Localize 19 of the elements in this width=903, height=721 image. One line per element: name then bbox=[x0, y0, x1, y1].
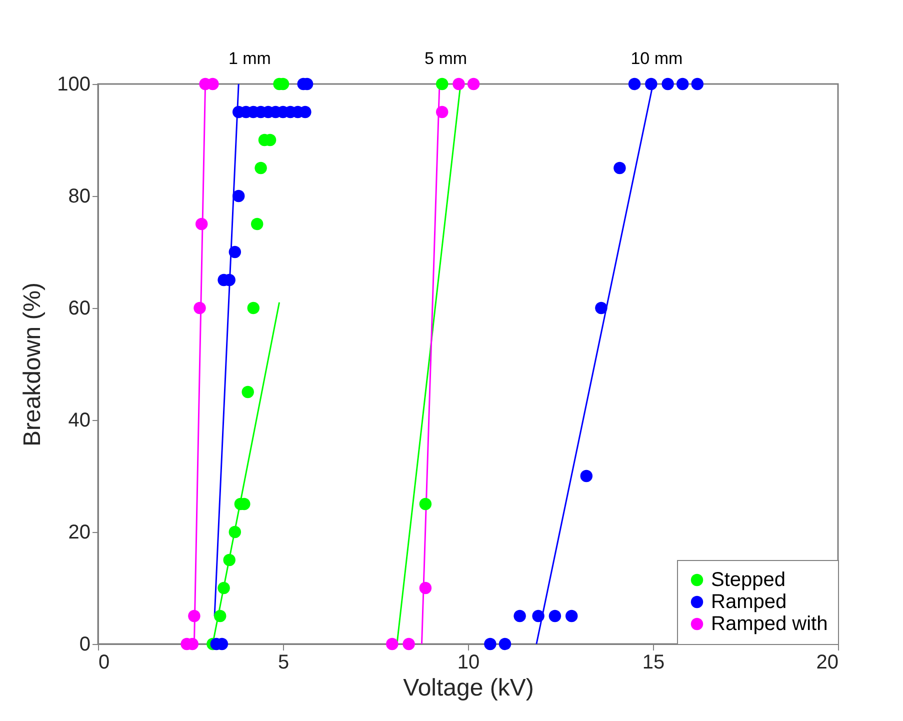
legend-label: Ramped with bbox=[711, 613, 828, 635]
y-tick-label: 40 bbox=[68, 410, 90, 432]
y-tick-label: 20 bbox=[68, 522, 90, 544]
legend-label: Ramped bbox=[711, 591, 787, 613]
x-tick-label: 0 bbox=[98, 652, 110, 674]
x-tick-label: 10 bbox=[457, 652, 480, 674]
text: 10 mm bbox=[630, 49, 683, 68]
y-axis-title: Breakdown (%) bbox=[19, 282, 46, 447]
text: 1 mm bbox=[228, 49, 271, 68]
y-tick-label: 60 bbox=[68, 298, 90, 320]
x-axis-title: Voltage (kV) bbox=[403, 674, 534, 702]
x-tick-label: 15 bbox=[642, 652, 665, 674]
legend-label: Stepped bbox=[711, 569, 786, 591]
y-tick-label: 100 bbox=[57, 74, 90, 96]
x-tick-label: 20 bbox=[816, 652, 838, 674]
y-tick-label: 80 bbox=[68, 186, 90, 208]
text: 5 mm bbox=[424, 49, 468, 68]
x-tick-label: 5 bbox=[278, 652, 290, 674]
y-tick-label: 0 bbox=[79, 634, 90, 656]
